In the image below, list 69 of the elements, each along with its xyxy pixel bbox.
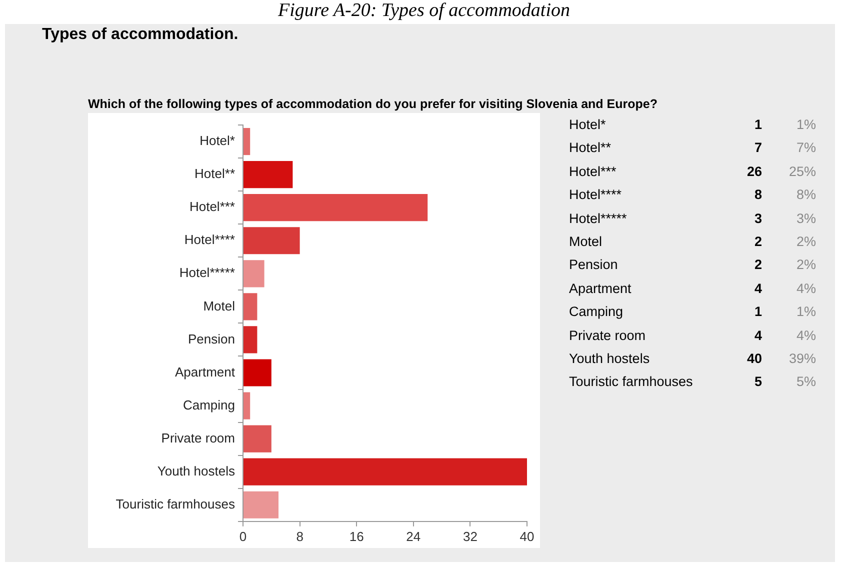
bar	[244, 194, 428, 222]
text: 39%	[788, 350, 816, 368]
text: Hotel****	[569, 186, 622, 204]
text: 8%	[796, 186, 816, 204]
text: 8	[754, 186, 762, 204]
text: 1%	[796, 116, 816, 134]
text: 1	[754, 303, 762, 322]
y-tick-label: Touristic farmhouses	[116, 496, 236, 512]
text: 3	[754, 210, 762, 228]
y-tick-label: Camping	[182, 397, 235, 412]
bar	[244, 491, 278, 518]
bar	[244, 326, 258, 354]
bar	[244, 227, 300, 254]
text: Youth hostels	[569, 350, 650, 368]
x-tick-label: 24	[406, 528, 421, 544]
text: 40	[746, 350, 762, 368]
y-tick-label: Hotel****	[184, 232, 235, 248]
text: Apartment	[569, 280, 632, 298]
text: 7%	[796, 139, 816, 158]
bar	[244, 458, 527, 486]
text: Hotel**	[569, 139, 612, 158]
bar	[244, 293, 258, 320]
text: 2	[754, 256, 762, 274]
text: 4%	[796, 326, 816, 345]
y-tick-label: Private room	[161, 430, 235, 446]
bar	[244, 359, 272, 386]
text: Motel	[569, 232, 602, 251]
text: 7	[754, 139, 762, 158]
text: Pension	[569, 256, 618, 274]
text: Figure A-20: Types of accommodation	[277, 0, 571, 22]
text: Hotel*	[569, 116, 606, 134]
x-tick-label: 32	[462, 528, 478, 544]
text: 2%	[796, 256, 816, 274]
text: 2	[754, 232, 762, 251]
text: Hotel*****	[569, 210, 627, 228]
y-tick-label: Motel	[203, 298, 236, 314]
bar	[244, 260, 264, 288]
text: 26	[746, 162, 762, 181]
text: Camping	[569, 303, 624, 322]
bar	[244, 425, 272, 452]
y-tick-label: Pension	[188, 331, 235, 346]
x-tick-label: 8	[296, 528, 304, 544]
x-tick-label: 16	[349, 528, 364, 544]
text: 3%	[796, 210, 816, 228]
text: 5%	[796, 373, 816, 392]
bar	[244, 161, 293, 188]
text: 25%	[788, 162, 816, 181]
bar	[244, 392, 250, 420]
text: 2%	[796, 232, 816, 251]
text: 4	[754, 280, 762, 298]
text: 4%	[796, 280, 816, 298]
text: Touristic farmhouses	[569, 373, 693, 392]
y-tick-label: Hotel*****	[179, 265, 235, 280]
text: Private room	[569, 326, 646, 345]
bar	[244, 128, 250, 156]
x-tick-label: 40	[520, 528, 534, 544]
y-tick-label: Hotel*	[200, 133, 235, 148]
text: 5	[754, 373, 762, 392]
y-tick-label: Hotel**	[194, 166, 235, 182]
chart-title: Types of accommodation.	[42, 26, 238, 44]
chart-subtitle: Which of the following types of accommodation do you prefer for visiting Slovenia and Europe?	[88, 97, 658, 111]
text: Hotel***	[569, 162, 616, 181]
text: 1	[754, 116, 762, 134]
y-tick-label: Apartment	[175, 364, 236, 380]
x-tick-label: 0	[239, 528, 247, 544]
text: 4	[754, 326, 762, 345]
text: 1%	[796, 303, 816, 322]
y-tick-label: Youth hostels	[157, 463, 236, 478]
y-tick-label: Hotel***	[189, 199, 235, 214]
